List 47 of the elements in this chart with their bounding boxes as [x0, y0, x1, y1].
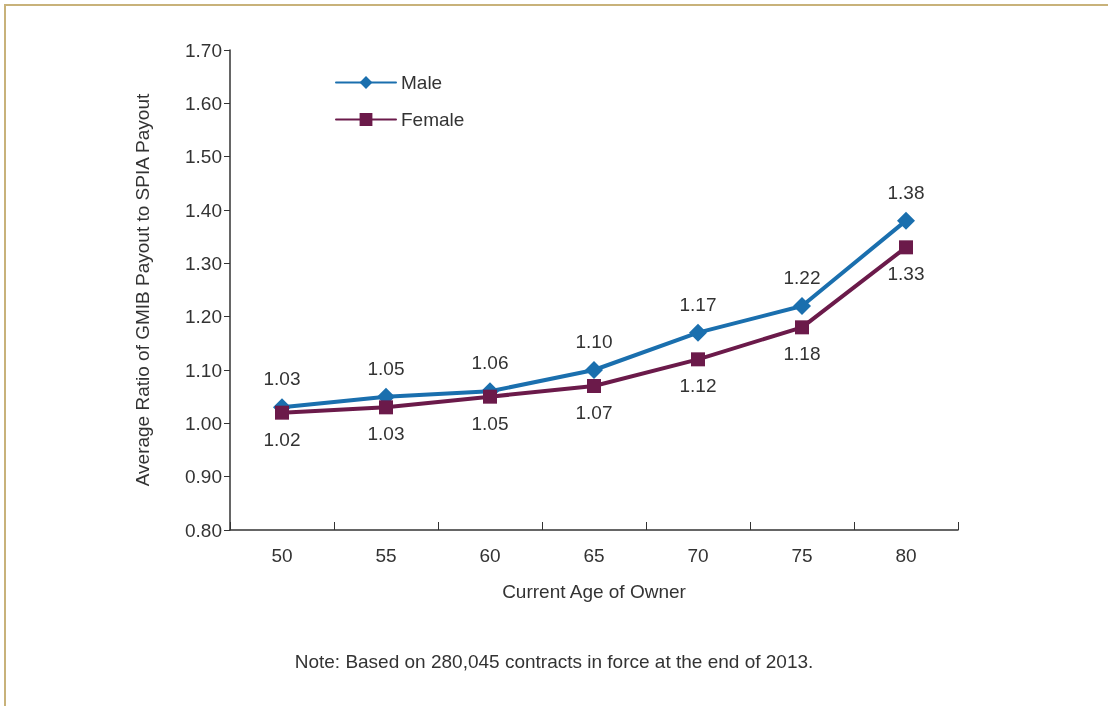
- data-label: 1.05: [471, 412, 509, 434]
- data-label: 1.38: [887, 181, 925, 203]
- y-tick-label: 1.10: [185, 359, 222, 381]
- y-tick-label: 1.30: [185, 252, 222, 274]
- y-tick-label: 1.00: [185, 412, 222, 434]
- point: [897, 211, 915, 230]
- point: [691, 352, 705, 367]
- data-label: 1.10: [575, 331, 613, 352]
- x-tick-label: 60: [479, 545, 501, 566]
- legend-label: Male: [401, 72, 443, 93]
- legend-label: Female: [401, 109, 465, 130]
- data-label: 1.18: [783, 343, 821, 365]
- data-label: 1.22: [783, 267, 821, 288]
- point: [483, 389, 497, 404]
- data-label: 1.17: [679, 293, 717, 315]
- text: Note: Based on 280,045 contracts in force at the end of 2013.: [294, 651, 814, 672]
- data-label: 1.33: [887, 263, 925, 285]
- y-tick-label: 1.40: [185, 199, 222, 221]
- y-tick-label: 1.60: [185, 92, 222, 114]
- point: [275, 405, 289, 420]
- data-label: 1.12: [679, 375, 717, 397]
- point: [585, 361, 603, 379]
- data-label: 1.05: [367, 357, 405, 379]
- y-axis-title: Average Ratio of GMIB Payout to SPIA Payout: [132, 93, 153, 487]
- data-label: 1.03: [367, 423, 405, 445]
- y-tick-label: 1.70: [185, 39, 222, 61]
- data-label: 1.03: [263, 368, 301, 390]
- y-tick-label: 1.50: [185, 146, 222, 168]
- x-tick-label: 80: [895, 545, 917, 566]
- data-label: 1.02: [263, 428, 301, 450]
- point: [899, 240, 913, 255]
- point: [795, 320, 809, 335]
- point: [379, 400, 393, 415]
- y-tick-label: 0.90: [185, 466, 222, 488]
- x-tick-label: 65: [583, 545, 605, 566]
- y-tick-label: 0.80: [185, 519, 222, 541]
- point: [793, 297, 811, 315]
- point: [587, 379, 601, 393]
- point: [689, 323, 707, 342]
- x-tick-label: 70: [687, 545, 709, 566]
- x-tick-label: 75: [791, 545, 813, 566]
- y-tick-label: 1.20: [185, 306, 222, 328]
- x-tick-label: 55: [375, 545, 397, 566]
- x-tick-label: 50: [271, 545, 293, 566]
- data-label: 1.06: [471, 352, 509, 374]
- data-label: 1.07: [575, 402, 613, 423]
- x-axis-title: Current Age of Owner: [502, 581, 687, 602]
